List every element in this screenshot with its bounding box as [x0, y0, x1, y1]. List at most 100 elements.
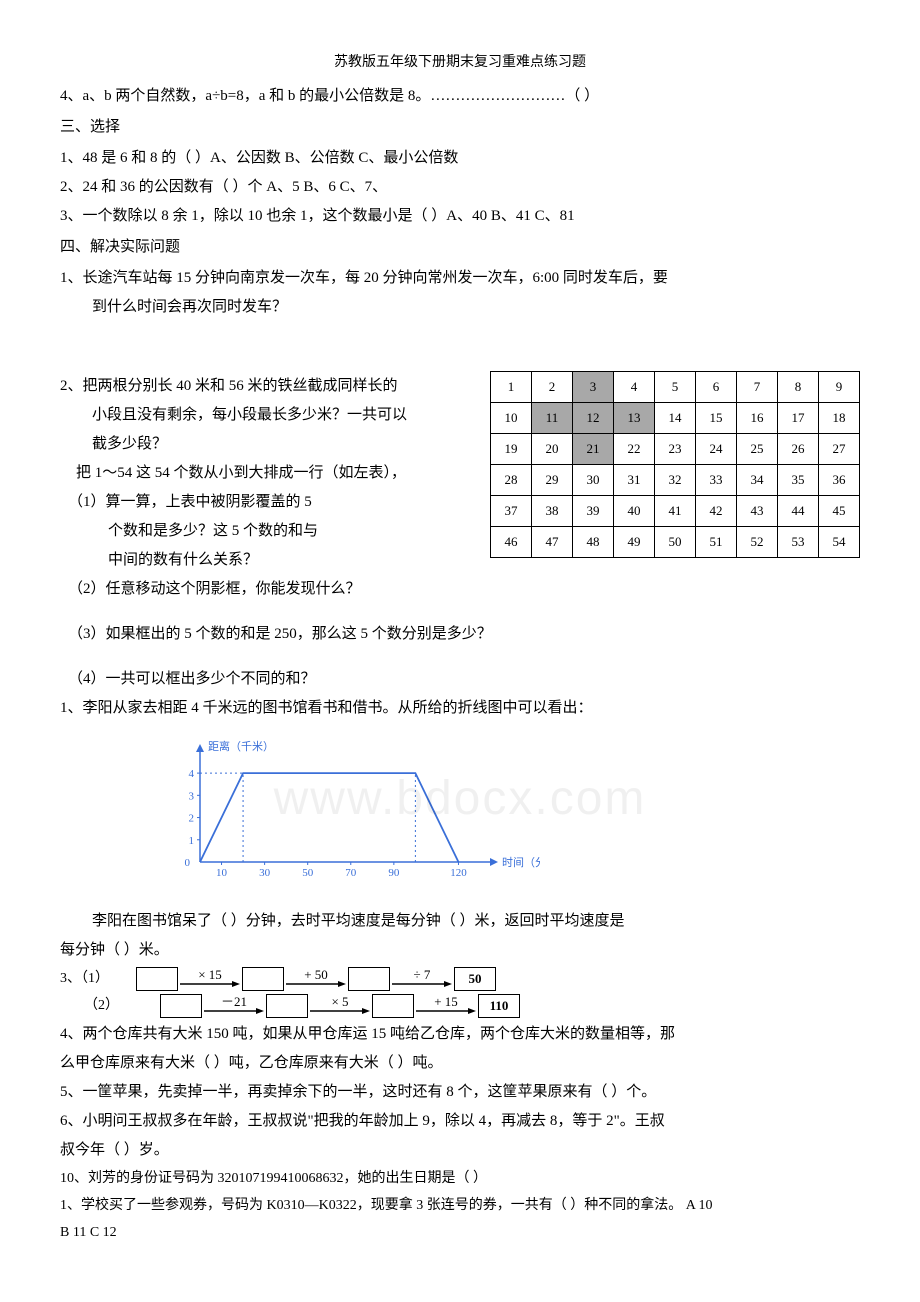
- s4-q2-e: （1）算一算，上表中被阴影覆盖的 5: [60, 489, 470, 516]
- grid-cell: 3: [573, 372, 614, 403]
- grid-cell: 40: [614, 496, 655, 527]
- after-chart-b: 每分钟（ ）米。: [60, 937, 860, 964]
- s4-q1-line1: 1、长途汽车站每 15 分钟向南京发一次车，每 20 分钟向常州发一次车，6:0…: [60, 265, 860, 292]
- svg-text:30: 30: [259, 867, 271, 879]
- s4-q2-b: 小段且没有剩余，每小段最长多少米？一共可以: [60, 402, 470, 429]
- grid-cell: 47: [532, 527, 573, 558]
- q3-label1: 3、（1）: [60, 966, 132, 991]
- grid-cell: 5: [655, 372, 696, 403]
- s4-q2-g: 中间的数有什么关系？: [60, 547, 470, 574]
- grid-cell: 44: [778, 496, 819, 527]
- svg-text:10: 10: [216, 867, 228, 879]
- flow-box: [160, 994, 202, 1018]
- grid-cell: 39: [573, 496, 614, 527]
- q3-label2: （2）: [60, 993, 156, 1018]
- s3-q2: 2、24 和 36 的公因数有（ ）个 A、5 B、6 C、7、: [60, 174, 860, 201]
- s3-q3: 3、一个数除以 8 余 1，除以 10 也余 1，这个数最小是（ ）A、40 B…: [60, 203, 860, 230]
- grid-cell: 49: [614, 527, 655, 558]
- line-chart: 012341030507090120距离（千米）时间（分钟）: [160, 732, 860, 902]
- question-4-judge: 4、a、b 两个自然数，a÷b=8，a 和 b 的最小公倍数是 8。…………………: [60, 83, 860, 110]
- s4-q2-c: 截多少段？: [60, 431, 470, 458]
- flow-arrow: + 15: [416, 995, 476, 1018]
- svg-text:2: 2: [189, 813, 195, 825]
- grid-cell: 16: [737, 403, 778, 434]
- grid-cell: 18: [819, 403, 860, 434]
- grid-cell: 45: [819, 496, 860, 527]
- s4-q2-f: 个数和是多少？这 5 个数的和与: [60, 518, 470, 545]
- grid-cell: 31: [614, 465, 655, 496]
- svg-text:90: 90: [388, 867, 400, 879]
- flow-box: [372, 994, 414, 1018]
- grid-cell: 51: [696, 527, 737, 558]
- grid-cell: 15: [696, 403, 737, 434]
- grid-cell: 13: [614, 403, 655, 434]
- grid-cell: 42: [696, 496, 737, 527]
- grid-cell: 34: [737, 465, 778, 496]
- grid-cell: 43: [737, 496, 778, 527]
- flow-box: [136, 967, 178, 991]
- q3-row2: （2） －21× 5+ 15110: [60, 993, 860, 1018]
- svg-text:0: 0: [185, 857, 191, 869]
- flow-box: [242, 967, 284, 991]
- grid-cell: 27: [819, 434, 860, 465]
- grid-cell: 6: [696, 372, 737, 403]
- s4-q2-i: （3）如果框出的 5 个数的和是 250，那么这 5 个数分别是多少？: [60, 621, 860, 648]
- svg-text:120: 120: [450, 867, 467, 879]
- grid-cell: 20: [532, 434, 573, 465]
- q1-bottom2: B 11 C 12: [60, 1220, 860, 1245]
- grid-cell: 48: [573, 527, 614, 558]
- grid-cell: 14: [655, 403, 696, 434]
- q4-line2: 么甲仓库原来有大米（ ）吨，乙仓库原来有大米（ ）吨。: [60, 1050, 860, 1077]
- grid-cell: 10: [491, 403, 532, 434]
- s4-q2-h: （2）任意移动这个阴影框，你能发现什么？: [60, 576, 470, 603]
- svg-text:时间（分钟）: 时间（分钟）: [502, 855, 540, 869]
- grid-cell: 23: [655, 434, 696, 465]
- svg-text:50: 50: [302, 867, 314, 879]
- grid-cell: 11: [532, 403, 573, 434]
- grid-cell: 30: [573, 465, 614, 496]
- grid-cell: 21: [573, 434, 614, 465]
- grid-cell: 25: [737, 434, 778, 465]
- grid-cell: 1: [491, 372, 532, 403]
- section-3-title: 三、选择: [60, 114, 860, 141]
- flow-arrow: ÷ 7: [392, 968, 452, 991]
- svg-text:4: 4: [189, 768, 195, 780]
- svg-text:3: 3: [189, 791, 195, 803]
- q6-line2: 叔今年（ ）岁。: [60, 1137, 860, 1164]
- s4-q2-j: （4）一共可以框出多少个不同的和？: [60, 666, 860, 693]
- flow-box: [348, 967, 390, 991]
- q5: 5、一筐苹果，先卖掉一半，再卖掉余下的一半，这时还有 8 个，这筐苹果原来有（ …: [60, 1079, 860, 1106]
- flow-box: [266, 994, 308, 1018]
- q4-line1: 4、两个仓库共有大米 150 吨，如果从甲仓库运 15 吨给乙仓库，两个仓库大米…: [60, 1021, 860, 1048]
- grid-cell: 22: [614, 434, 655, 465]
- grid-cell: 8: [778, 372, 819, 403]
- svg-text:1: 1: [189, 835, 195, 847]
- grid-cell: 52: [737, 527, 778, 558]
- q1-liyang: 1、李阳从家去相距 4 千米远的图书馆看书和借书。从所给的折线图中可以看出：: [60, 695, 860, 722]
- flow-box: 50: [454, 967, 496, 991]
- s4-q1-line2: 到什么时间会再次同时发车？: [60, 294, 860, 321]
- grid-cell: 9: [819, 372, 860, 403]
- grid-cell: 26: [778, 434, 819, 465]
- grid-cell: 29: [532, 465, 573, 496]
- grid-cell: 19: [491, 434, 532, 465]
- grid-cell: 46: [491, 527, 532, 558]
- svg-text:70: 70: [345, 867, 357, 879]
- grid-cell: 24: [696, 434, 737, 465]
- flow-arrow: －21: [204, 995, 264, 1018]
- grid-cell: 53: [778, 527, 819, 558]
- page-header: 苏教版五年级下册期末复习重难点练习题: [60, 50, 860, 75]
- s3-q1: 1、48 是 6 和 8 的（ ）A、公因数 B、公倍数 C、最小公倍数: [60, 145, 860, 172]
- grid-cell: 36: [819, 465, 860, 496]
- q6-line1: 6、小明问王叔叔多在年龄，王叔叔说"把我的年龄加上 9，除以 4，再减去 8，等…: [60, 1108, 860, 1135]
- grid-cell: 41: [655, 496, 696, 527]
- grid-cell: 17: [778, 403, 819, 434]
- q3-row1: 3、（1） × 15+ 50÷ 750: [60, 966, 860, 991]
- q2-with-table: 2、把两根分别长 40 米和 56 米的铁丝截成同样长的 小段且没有剩余，每小段…: [60, 371, 860, 605]
- grid-cell: 54: [819, 527, 860, 558]
- number-grid-table: 1234567891011121314151617181920212223242…: [490, 371, 860, 558]
- s4-q2-a: 2、把两根分别长 40 米和 56 米的铁丝截成同样长的: [60, 373, 470, 400]
- grid-cell: 4: [614, 372, 655, 403]
- grid-cell: 32: [655, 465, 696, 496]
- s4-q2-d: 把 1～54 这 54 个数从小到大排成一行（如左表），: [60, 460, 470, 487]
